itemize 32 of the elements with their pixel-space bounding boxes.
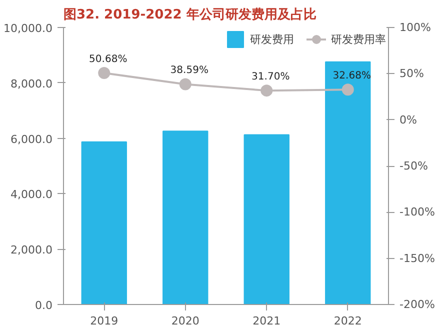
point xyxy=(342,84,354,96)
bar xyxy=(325,61,371,304)
x-tick-label: 2020 xyxy=(171,314,200,327)
y-tick-label: 0.0 xyxy=(35,299,53,312)
y-tick-label: 2,000.0 xyxy=(10,244,53,257)
data-label: 31.70% xyxy=(252,72,290,83)
chart-title: 图32. 2019-2022 年公司研发费用及占比 xyxy=(64,8,316,22)
y2-tick-label: -100% xyxy=(400,206,435,219)
bar xyxy=(162,130,208,304)
legend-label: 研发费用率 xyxy=(331,32,386,46)
x-tick-label: 2021 xyxy=(252,314,281,327)
y2-tick-label: -50% xyxy=(400,160,428,172)
bar xyxy=(244,134,290,304)
point xyxy=(179,78,192,90)
data-label: 32.68% xyxy=(332,70,371,82)
y-tick-label: 4,000.0 xyxy=(10,188,53,202)
x-tick-label: 2022 xyxy=(334,314,362,327)
legend-label: 研发费用 xyxy=(250,32,294,46)
x-tick-label: 2019 xyxy=(90,314,118,327)
y2-tick-label: 50% xyxy=(400,67,424,80)
y-tick-label: 8,000.0 xyxy=(10,77,53,90)
data-label: 50.68% xyxy=(89,54,128,66)
data-label: 38.59% xyxy=(170,65,208,76)
y2-tick-label: 0% xyxy=(400,113,417,126)
y-tick-label: 6,000.0 xyxy=(10,132,53,146)
point xyxy=(98,67,110,80)
point xyxy=(260,84,273,97)
bar xyxy=(81,141,127,304)
y-tick-label: 10,000.0 xyxy=(4,22,52,35)
y2-tick-label: 100% xyxy=(400,21,431,34)
y2-tick-label: -150% xyxy=(400,252,435,265)
y2-tick-label: -200% xyxy=(400,298,435,311)
